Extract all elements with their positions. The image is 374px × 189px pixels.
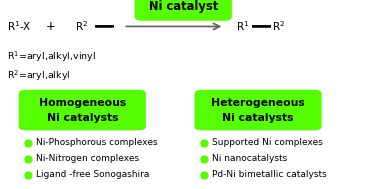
Text: $\mathregular{R^1}$-X: $\mathregular{R^1}$-X [7,19,32,33]
Text: +: + [46,20,55,33]
Text: $\mathregular{R^1}$=aryl,alkyl,vinyl: $\mathregular{R^1}$=aryl,alkyl,vinyl [7,49,96,64]
Text: $\mathregular{R^2}$=aryl,alkyl: $\mathregular{R^2}$=aryl,alkyl [7,68,71,83]
Text: Pd-Ni bimetallic catalysts: Pd-Ni bimetallic catalysts [212,170,327,179]
Text: $\mathregular{R^1}$: $\mathregular{R^1}$ [236,19,249,33]
Text: Ni-Nitrogen complexes: Ni-Nitrogen complexes [36,154,140,163]
Text: Homogeneous: Homogeneous [39,98,126,108]
FancyBboxPatch shape [19,90,146,130]
Text: Ni-Phosphorous complexes: Ni-Phosphorous complexes [36,138,158,147]
Text: $\mathregular{R^2}$: $\mathregular{R^2}$ [75,19,88,33]
FancyBboxPatch shape [194,90,322,130]
Text: Supported Ni complexes: Supported Ni complexes [212,138,323,147]
FancyBboxPatch shape [135,0,232,21]
Text: Heterogeneous: Heterogeneous [211,98,305,108]
Text: Ni nanocatalysts: Ni nanocatalysts [212,154,287,163]
Text: Ni catalyst: Ni catalyst [148,0,218,13]
Text: Ni catalysts: Ni catalysts [222,113,294,123]
Text: $\mathregular{R^2}$: $\mathregular{R^2}$ [272,19,285,33]
Text: Ni catalysts: Ni catalysts [46,113,118,123]
Text: Ligand -free Sonogashira: Ligand -free Sonogashira [36,170,150,179]
